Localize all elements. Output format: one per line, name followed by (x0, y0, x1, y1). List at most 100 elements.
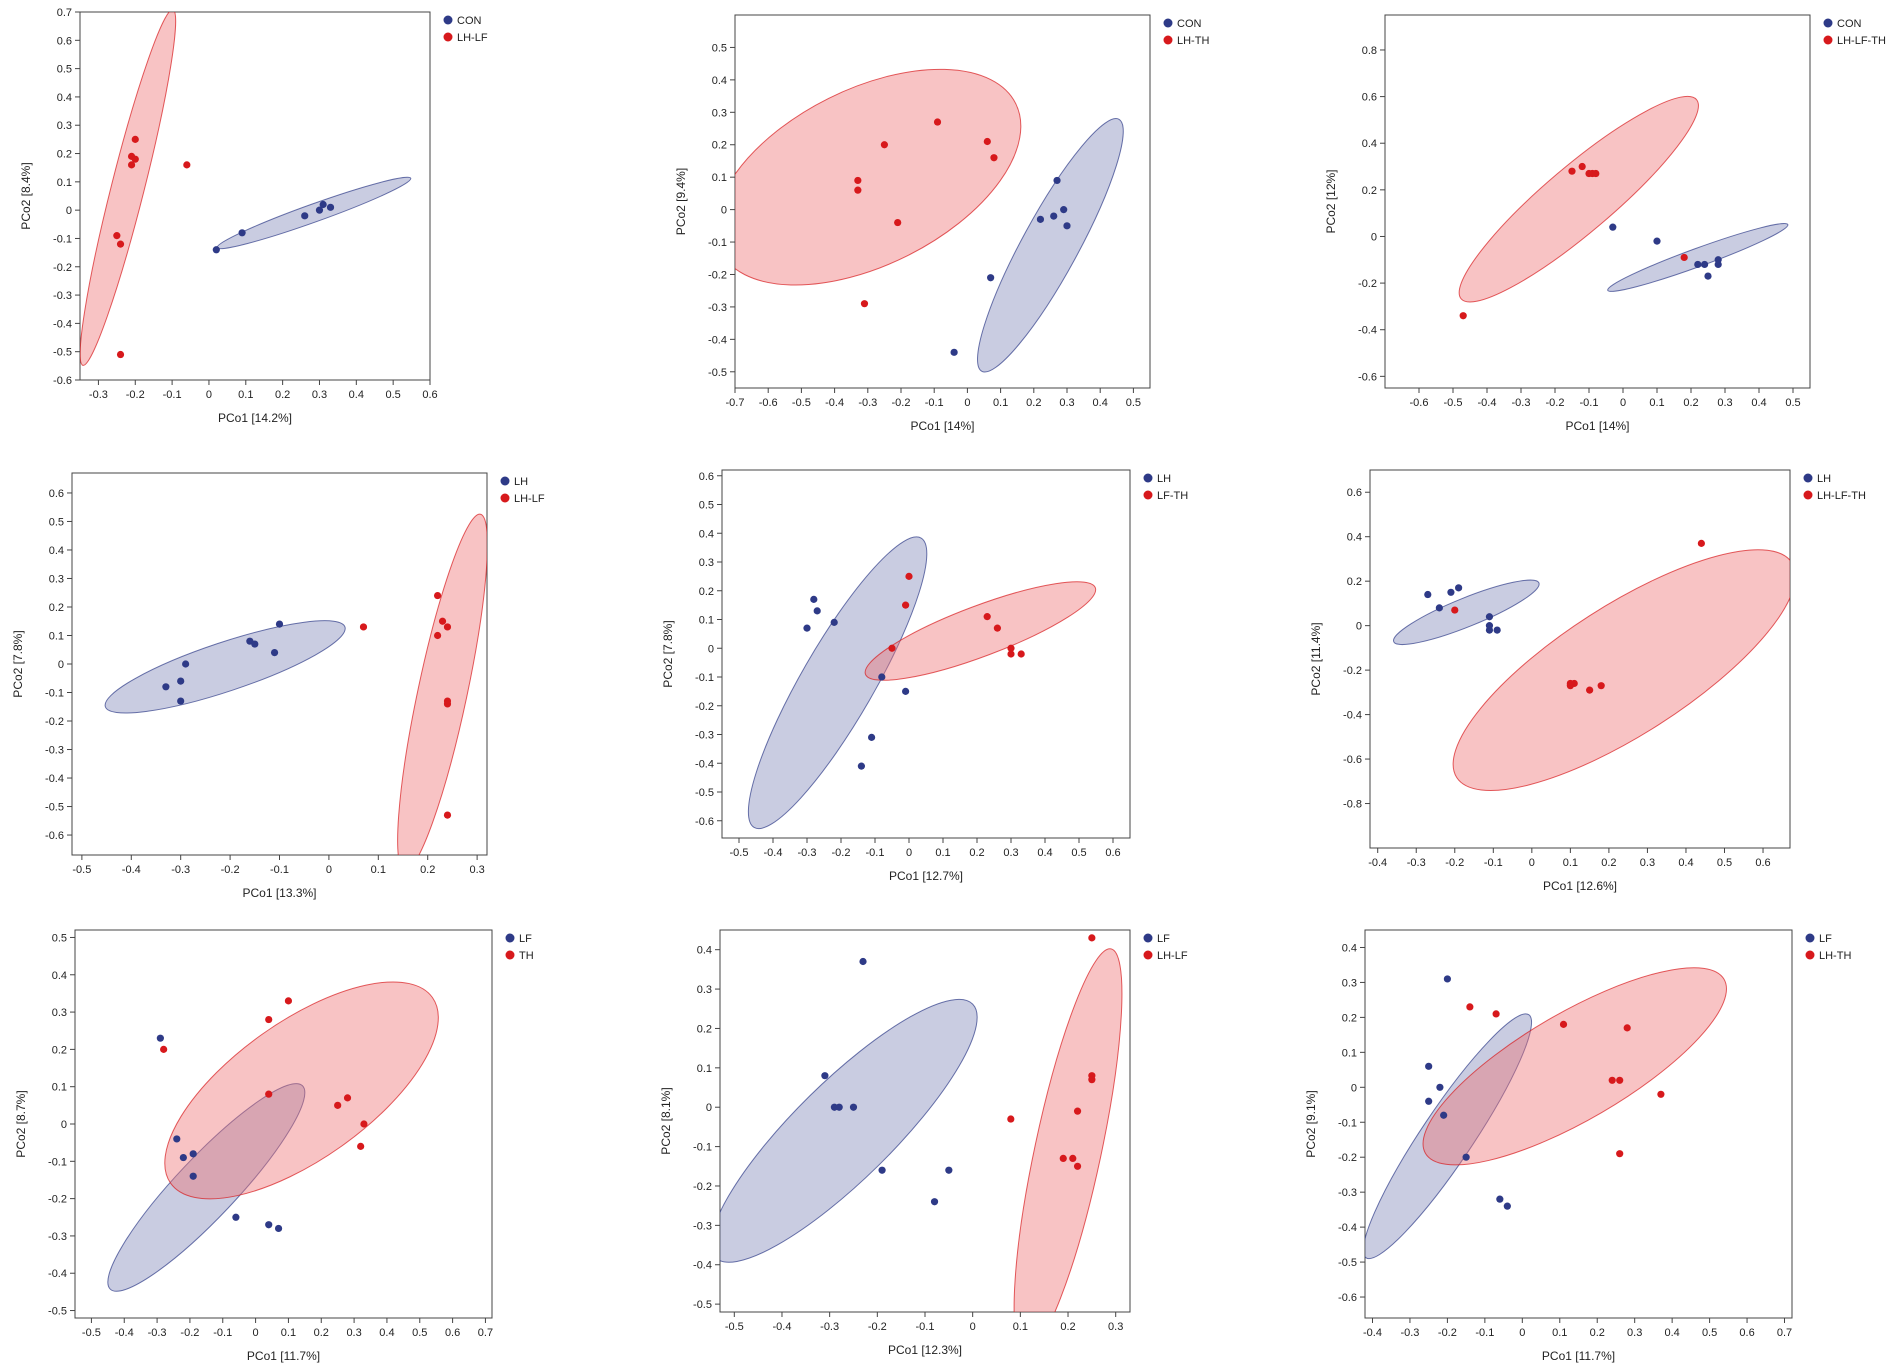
data-point-con (1609, 223, 1617, 231)
x-tick-label: -0.6 (1410, 397, 1429, 409)
x-tick-label: 0.5 (412, 1327, 427, 1339)
x-tick-label: 0.1 (935, 847, 950, 859)
y-tick-label: 0.2 (712, 140, 727, 152)
x-axis-title: PCo1 [14%] (1565, 419, 1629, 433)
x-tick-label: 0 (906, 847, 912, 859)
data-point-con (1694, 260, 1702, 269)
y-tick-label: -0.4 (1338, 1222, 1357, 1234)
x-tick-label: 0.4 (1678, 857, 1693, 869)
data-point-lf (1503, 1202, 1511, 1210)
x-tick-label: 0.3 (1717, 397, 1732, 409)
data-point-con (319, 200, 327, 209)
y-tick-label: 0.6 (49, 488, 64, 500)
data-point-lh (878, 673, 886, 681)
y-tick-label: 0.1 (699, 615, 714, 627)
y-tick-label: 0.3 (699, 557, 714, 569)
x-tick-label: 0.3 (312, 389, 327, 401)
data-point-lf-th (905, 572, 913, 580)
data-point-lf (878, 1166, 886, 1174)
legend-marker-lh-lf-th (1823, 35, 1833, 45)
data-point-lh (803, 624, 811, 632)
y-tick-label: 0 (1351, 1082, 1357, 1094)
data-point-lh-th (983, 137, 991, 146)
data-point-lf-th (1007, 644, 1015, 652)
x-tick-label: 0 (970, 1321, 976, 1333)
legend-label-lf: LF (1157, 933, 1170, 945)
data-point-lh-lf (1073, 1107, 1082, 1115)
y-tick-label: 0.3 (1342, 977, 1357, 989)
x-tick-label: -0.4 (764, 847, 783, 859)
x-tick-label: 0 (253, 1327, 259, 1339)
y-tick-label: -0.4 (695, 758, 714, 770)
data-point-lf (859, 957, 867, 966)
x-axis-title: PCo1 [12.7%] (889, 869, 963, 883)
plot-frame (1364, 929, 1793, 1319)
data-point-th (284, 997, 293, 1005)
y-tick-label: -0.5 (53, 347, 72, 359)
y-tick-label: 0.4 (697, 945, 712, 957)
legend-label-lh-th: LH-TH (1819, 950, 1851, 962)
x-tick-label: -0.5 (792, 397, 811, 409)
y-tick-label: 0.1 (57, 177, 72, 189)
data-point-lf (156, 1034, 164, 1042)
legend-marker-lh (500, 476, 510, 486)
x-tick-label: 0.5 (1785, 397, 1800, 409)
legend-marker-con (1163, 18, 1173, 28)
x-axis-title: PCo1 [11.7%] (247, 1349, 320, 1363)
plot-frame (734, 14, 1151, 389)
y-tick-label: -0.2 (1343, 665, 1362, 677)
x-axis-title: PCo1 [12.3%] (888, 1343, 962, 1357)
x-tick-label: -0.3 (820, 1321, 839, 1333)
data-point-lf-th (983, 613, 991, 621)
plot-area (720, 934, 1123, 1312)
data-point-lh-th (894, 218, 902, 227)
legend-label-th: TH (519, 950, 534, 962)
data-point-th (265, 1015, 273, 1024)
legend-label-lh-lf-th: LH-LF-TH (1817, 490, 1866, 502)
data-point-lh (830, 618, 838, 626)
x-tick-label: 0.1 (1552, 1327, 1567, 1339)
data-point-lf (1443, 975, 1452, 983)
y-tick-label: 0.3 (697, 984, 712, 996)
data-point-lf-th (1017, 650, 1025, 658)
data-point-lf (179, 1153, 187, 1162)
data-point-lh-lf (1088, 1076, 1096, 1084)
y-tick-label: 0.6 (1347, 487, 1362, 499)
data-point-lh-th (933, 118, 942, 126)
data-point-lh-lf (131, 155, 139, 163)
x-axis-title: PCo1 [13.3%] (242, 886, 316, 900)
data-point-lf (849, 1103, 858, 1111)
legend-label-lh-lf-th: LH-LF-TH (1837, 35, 1886, 47)
data-point-lf (835, 1103, 843, 1111)
data-point-lh-lf (127, 161, 136, 169)
y-axis-title: PCo2 [8.1%] (659, 1087, 673, 1154)
y-tick-label: 0.6 (699, 471, 714, 483)
x-axis-title: PCo1 [12.6%] (1543, 879, 1617, 893)
x-tick-label: 0.4 (1751, 397, 1766, 409)
data-point-lf (1440, 1111, 1448, 1119)
y-tick-label: 0.3 (52, 1007, 67, 1019)
x-tick-label: 0 (206, 389, 212, 401)
confidence-ellipse-lh (1393, 579, 1540, 646)
data-point-lh-lf (1088, 934, 1096, 942)
x-tick-label: 0.3 (1640, 857, 1655, 869)
x-tick-label: 0.2 (1026, 397, 1041, 409)
data-point-lh (1435, 604, 1443, 612)
y-tick-label: 0.3 (57, 120, 72, 132)
x-tick-label: -0.4 (772, 1321, 791, 1333)
data-point-lh (182, 660, 190, 668)
x-tick-label: -0.1 (270, 864, 289, 876)
x-tick-label: -0.5 (1444, 397, 1463, 409)
x-tick-label: -0.1 (163, 389, 182, 401)
y-tick-label: -0.4 (1358, 325, 1377, 337)
y-tick-label: -0.2 (708, 269, 727, 281)
legend-marker-con (1823, 18, 1833, 28)
x-tick-label: 0.4 (1664, 1327, 1679, 1339)
legend-label-lh-lf: LH-LF (1157, 950, 1188, 962)
y-tick-label: 0.2 (697, 1023, 712, 1035)
y-tick-label: 0.2 (1362, 185, 1377, 197)
data-point-lf (1462, 1153, 1470, 1161)
y-tick-label: -0.6 (695, 816, 714, 828)
data-point-con (1063, 222, 1071, 230)
data-point-lf-th (993, 624, 1002, 632)
